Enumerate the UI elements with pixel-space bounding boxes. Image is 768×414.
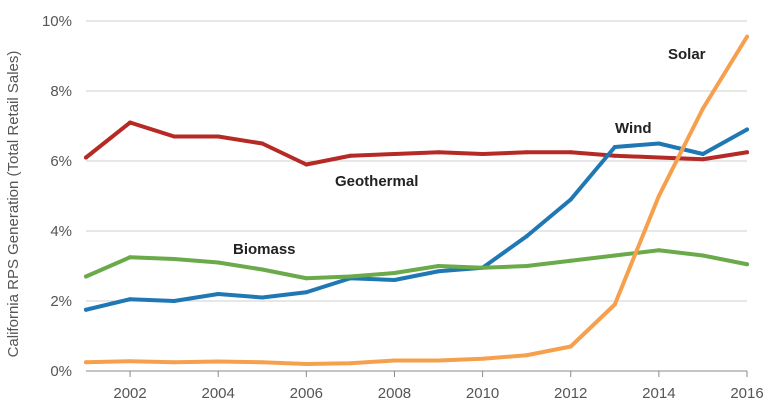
wind-point <box>128 297 133 302</box>
wind-label: Wind <box>615 120 652 137</box>
geothermal-point <box>436 150 441 155</box>
grid <box>86 20 747 302</box>
wind-point <box>700 152 705 156</box>
solar-point <box>480 356 485 361</box>
wind-point <box>172 299 177 303</box>
wind-point <box>524 234 529 239</box>
geothermal-point <box>128 120 133 125</box>
geothermal-point <box>656 155 661 160</box>
geothermal-point <box>216 134 221 139</box>
wind-point <box>745 127 749 132</box>
wind-line <box>84 127 749 312</box>
biomass-point <box>84 274 88 279</box>
geothermal-point <box>745 150 749 155</box>
solar-point <box>216 359 221 364</box>
solar-point <box>304 362 309 366</box>
geothermal-point <box>612 153 617 158</box>
wind-point <box>216 292 221 296</box>
biomass-point <box>656 248 661 253</box>
wind-point <box>656 141 661 146</box>
solar-point <box>436 358 441 363</box>
solar-point <box>524 353 529 358</box>
solar-label: Solar <box>668 46 706 63</box>
geothermal-point <box>524 150 529 155</box>
solar-point <box>568 344 573 349</box>
solar-point <box>700 106 705 111</box>
geothermal-label: Geothermal <box>335 173 418 190</box>
solar-point <box>348 361 353 366</box>
geothermal-line <box>84 120 749 167</box>
solar-point <box>84 360 88 365</box>
biomass-point <box>436 264 441 268</box>
x-tick-label: 2008 <box>378 385 411 402</box>
x-tick-label: 2006 <box>290 385 323 402</box>
geothermal-point <box>700 157 705 162</box>
biomass-point <box>392 271 397 275</box>
biomass-point <box>612 253 617 258</box>
biomass-point <box>700 253 705 258</box>
biomass-point <box>172 257 177 261</box>
y-tick-label: 2% <box>50 293 72 310</box>
solar-line <box>84 34 749 366</box>
biomass-point <box>745 262 749 267</box>
y-tick-label: 6% <box>50 153 72 170</box>
biomass-point <box>524 264 529 268</box>
solar-point <box>656 194 661 198</box>
wind-point <box>568 197 573 202</box>
x-tick-label: 2012 <box>554 385 587 402</box>
y-axis-ticks: 0% 2% 4% 6% 8% 10% <box>42 13 72 380</box>
wind-point <box>392 278 397 282</box>
geothermal-point <box>480 152 485 156</box>
geothermal-point <box>260 141 265 146</box>
solar-point <box>260 360 265 365</box>
x-tick-label: 2004 <box>202 385 235 402</box>
y-axis-title: California RPS Generation (Total Retail … <box>5 51 22 358</box>
x-tick-label: 2010 <box>466 385 499 402</box>
wind-point <box>612 145 617 149</box>
solar-point <box>128 359 133 364</box>
wind-point <box>304 290 309 295</box>
x-axis-ticks: 2002 2004 2006 2008 2010 2012 2014 2016 <box>113 371 764 402</box>
solar-point <box>612 302 617 307</box>
wind-point <box>436 269 441 274</box>
solar-point <box>745 34 749 39</box>
biomass-point <box>568 258 573 263</box>
geothermal-point <box>392 152 397 156</box>
y-tick-label: 4% <box>50 223 72 240</box>
geothermal-point <box>84 155 88 160</box>
biomass-point <box>260 267 265 272</box>
series-labels: Geothermal Wind Biomass Solar <box>233 46 706 258</box>
geothermal-point <box>172 134 177 139</box>
geothermal-point <box>568 150 573 155</box>
y-tick-label: 10% <box>42 13 72 30</box>
biomass-point <box>348 274 353 279</box>
geothermal-point <box>304 162 309 167</box>
biomass-point <box>216 260 221 265</box>
solar-point <box>172 360 177 365</box>
y-tick-label: 0% <box>50 363 72 380</box>
series-lines <box>84 34 749 366</box>
biomass-point <box>304 276 309 281</box>
x-tick-label: 2016 <box>730 385 763 402</box>
x-tick-label: 2014 <box>642 385 675 402</box>
biomass-point <box>480 265 485 270</box>
wind-point <box>84 307 88 312</box>
biomass-label: Biomass <box>233 241 296 258</box>
geothermal-point <box>348 153 353 158</box>
y-tick-label: 8% <box>50 83 72 100</box>
wind-point <box>260 295 265 300</box>
biomass-point <box>128 255 133 260</box>
x-tick-label: 2002 <box>113 385 146 402</box>
solar-point <box>392 358 397 363</box>
